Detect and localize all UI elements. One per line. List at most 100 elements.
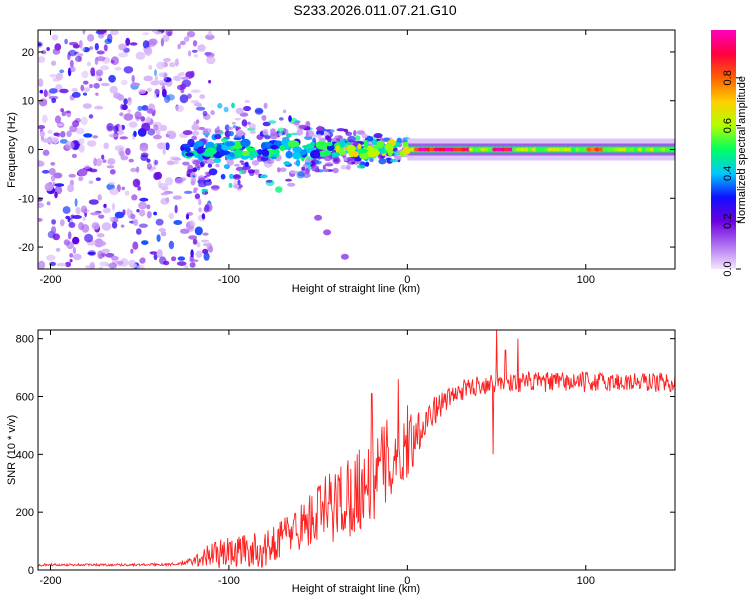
spectrogram-speckle [169, 62, 176, 68]
snr-y-axis-label: SNR (10 * v/v) [6, 415, 18, 485]
carrier-fragment [273, 150, 280, 155]
spectrogram-speckle [69, 125, 78, 133]
spectrogram-blob [353, 130, 357, 137]
spectrogram-speckle [118, 52, 128, 58]
spectrogram-speckle [60, 131, 66, 138]
spectrogram-speckle [44, 182, 54, 192]
spectrogram-speckle [98, 266, 103, 269]
spectrogram-speckle [64, 38, 68, 45]
spectrogram-speckle [54, 115, 62, 124]
spectrogram-speckle [50, 162, 56, 166]
spectrogram-speckle [177, 256, 186, 261]
spectrogram-speckle [89, 83, 93, 89]
spectrogram-blob [229, 173, 234, 179]
spectrogram-speckle [102, 207, 111, 214]
spectrogram-speckle [107, 33, 113, 43]
spectrogram-blob [210, 184, 220, 191]
spectrogram-speckle [87, 34, 95, 42]
spectrogram-speckle [173, 220, 183, 225]
spectrogram-speckle [207, 30, 212, 36]
spectrogram-speckle [54, 183, 65, 187]
spectrogram-speckle [166, 130, 174, 135]
spectrogram-speckle [140, 116, 146, 122]
spectrogram-speckle [51, 219, 56, 225]
spectrogram-speckle [63, 239, 70, 246]
spectrogram-speckle [193, 54, 199, 58]
spectrogram-blob [214, 134, 222, 140]
spectrogram-blob [233, 163, 240, 167]
carrier-fragment [248, 147, 256, 153]
spectrogram-speckle [183, 36, 190, 42]
spectrogram-speckle [109, 169, 116, 175]
spectrogram-speckle [90, 67, 96, 76]
spectrogram-speckle [153, 253, 158, 261]
spectrogram-blob [316, 134, 322, 139]
spectrogram-blob [361, 133, 368, 139]
spectrogram-speckle [108, 262, 118, 269]
spectrogram-speckle [153, 211, 158, 216]
spectrogram-speckle [56, 262, 67, 267]
spectrogram-speckle [38, 78, 44, 87]
spectrogram-speckle [146, 211, 152, 219]
spectrogram-blob [232, 125, 237, 129]
spectrogram-speckle [51, 97, 57, 104]
spectrogram-speckle [78, 138, 85, 145]
spectrogram-speckle [162, 142, 167, 152]
snr-y-ticks: 0 200 400 600 800 [16, 334, 675, 577]
spectrogram-speckle [51, 34, 59, 41]
spectrogram-blob [279, 167, 287, 172]
spectrogram-speckle [74, 198, 78, 207]
carrier-fragment [357, 148, 368, 154]
spectrogram-speckle [75, 206, 81, 215]
spectrogram-blob [287, 182, 296, 187]
spectrogram-blob [264, 135, 271, 140]
spectrogram-speckle [111, 221, 118, 229]
colorbar: 0.0 0.2 0.4 0.6 0.8 Normalized spectral ampl… [711, 30, 748, 277]
spectrogram-x-ticks: -200 -100 0 100 [39, 30, 595, 286]
spectrogram-speckle [149, 251, 158, 255]
spectrogram-blob [231, 102, 235, 109]
spectrogram-blob [254, 170, 260, 176]
spectrogram-speckle [146, 116, 151, 123]
spectrogram-speckle [132, 178, 141, 188]
spectrogram-speckle [66, 130, 72, 138]
spectrogram-marks [38, 30, 675, 269]
carrier-fragment [338, 148, 345, 156]
y-tick-label: 200 [16, 507, 34, 519]
carrier-fragment [285, 150, 293, 159]
spectrogram-blob [356, 164, 366, 169]
spectrogram-blob [318, 137, 326, 142]
spectrogram-blob [195, 119, 200, 125]
spectrogram-speckle [128, 121, 138, 128]
spectrogram-speckle [103, 44, 108, 52]
colorbar-tick-label: 0.4 [722, 166, 734, 181]
spectrogram-speckle [197, 44, 206, 52]
spectrogram-speckle [102, 159, 107, 164]
spectrogram-speckle [141, 122, 151, 132]
spectrogram-speckle [131, 194, 138, 201]
spectrogram-blob [207, 128, 212, 133]
spectrogram-speckle [166, 160, 175, 166]
spectrogram-speckle [160, 192, 169, 196]
spectrogram-speckle [106, 165, 115, 169]
carrier-fragment [292, 146, 302, 153]
spectrogram-speckle [133, 219, 139, 226]
carrier-fragment [241, 151, 251, 157]
spectrogram-blob [323, 168, 329, 173]
spectrogram-speckle [108, 181, 116, 185]
spectrogram-blob [289, 170, 299, 174]
spectrogram-speckle [178, 177, 187, 182]
spectrogram-blob [295, 159, 301, 167]
spectrogram-speckle [89, 261, 96, 269]
spectrogram-speckle [93, 157, 97, 167]
spectrogram-blob [191, 130, 200, 136]
spectrogram-speckle [38, 125, 46, 130]
spectrogram-speckle [38, 98, 48, 107]
y-tick-label: 0 [28, 145, 34, 157]
spectrogram-speckle [82, 30, 86, 35]
spectrogram-blob [324, 163, 334, 167]
spectrogram-blob [232, 121, 236, 125]
spectrogram-speckle [134, 111, 142, 120]
spectrogram-speckle [146, 158, 151, 163]
spectrogram-speckle [180, 83, 187, 90]
